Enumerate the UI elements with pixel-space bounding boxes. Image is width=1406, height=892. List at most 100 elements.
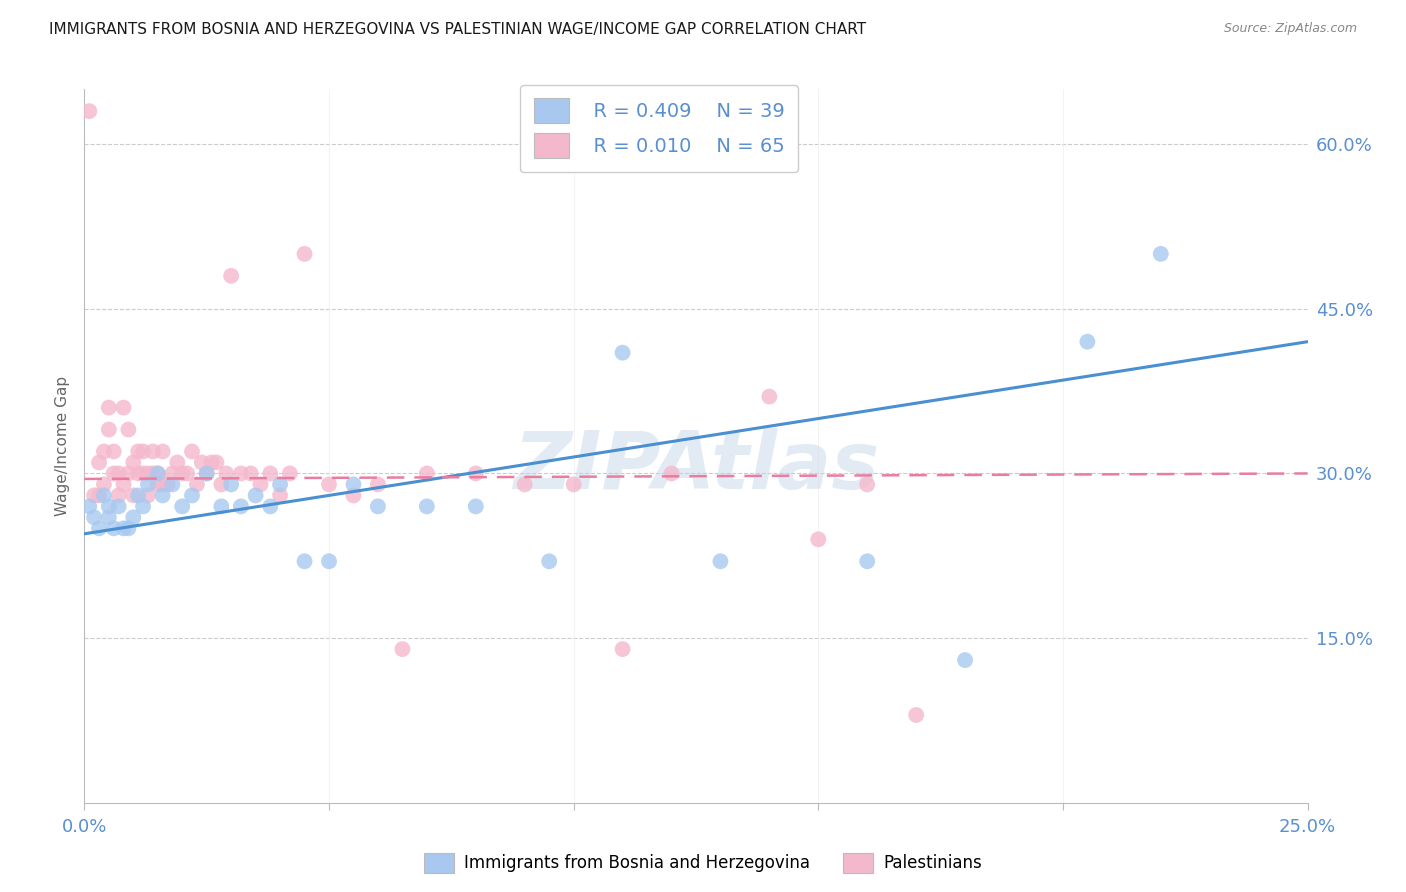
Point — [103, 467, 125, 481]
Point — [209, 477, 232, 491]
Point — [953, 653, 976, 667]
Point — [77, 104, 100, 119]
Point — [342, 488, 364, 502]
Point — [342, 477, 364, 491]
Point — [269, 477, 291, 491]
Point — [93, 488, 115, 502]
Point — [97, 510, 120, 524]
Point — [103, 444, 125, 458]
Point — [122, 455, 145, 469]
Point — [758, 390, 780, 404]
Point — [83, 510, 105, 524]
Point — [259, 500, 281, 514]
Point — [181, 488, 204, 502]
Point — [219, 477, 242, 491]
Point — [77, 500, 100, 514]
Text: IMMIGRANTS FROM BOSNIA AND HERZEGOVINA VS PALESTINIAN WAGE/INCOME GAP CORRELATIO: IMMIGRANTS FROM BOSNIA AND HERZEGOVINA V… — [49, 22, 866, 37]
Point — [122, 510, 145, 524]
Point — [152, 488, 174, 502]
Point — [166, 455, 188, 469]
Point — [112, 401, 135, 415]
Point — [162, 477, 184, 491]
Point — [181, 444, 204, 458]
Point — [269, 488, 291, 502]
Point — [294, 247, 316, 261]
Point — [259, 467, 281, 481]
Point — [367, 500, 389, 514]
Point — [142, 444, 165, 458]
Point — [132, 444, 155, 458]
Point — [127, 444, 149, 458]
Point — [200, 455, 222, 469]
Point — [87, 488, 110, 502]
Point — [142, 467, 165, 481]
Point — [562, 477, 585, 491]
Point — [856, 554, 879, 568]
Point — [249, 477, 271, 491]
Point — [97, 423, 120, 437]
Point — [107, 488, 129, 502]
Point — [1076, 334, 1098, 349]
Text: ZIPAtlas: ZIPAtlas — [513, 428, 879, 507]
Point — [97, 401, 120, 415]
Point — [117, 467, 139, 481]
Point — [132, 467, 155, 481]
Point — [215, 467, 238, 481]
Point — [162, 467, 184, 481]
Point — [156, 477, 179, 491]
Legend:   R = 0.409    N = 39,   R = 0.010    N = 65: R = 0.409 N = 39, R = 0.010 N = 65 — [520, 85, 799, 171]
Point — [367, 477, 389, 491]
Point — [318, 477, 340, 491]
Legend: Immigrants from Bosnia and Herzegovina, Palestinians: Immigrants from Bosnia and Herzegovina, … — [418, 847, 988, 880]
Point — [391, 642, 413, 657]
Point — [146, 467, 169, 481]
Point — [186, 477, 208, 491]
Point — [239, 467, 262, 481]
Point — [905, 708, 928, 723]
Point — [464, 467, 486, 481]
Point — [117, 423, 139, 437]
Point — [127, 467, 149, 481]
Point — [294, 554, 316, 568]
Point — [152, 444, 174, 458]
Point — [97, 500, 120, 514]
Point — [136, 477, 159, 491]
Point — [176, 467, 198, 481]
Text: Source: ZipAtlas.com: Source: ZipAtlas.com — [1223, 22, 1357, 36]
Y-axis label: Wage/Income Gap: Wage/Income Gap — [55, 376, 70, 516]
Point — [464, 500, 486, 514]
Point — [612, 345, 634, 359]
Point — [87, 455, 110, 469]
Point — [856, 477, 879, 491]
Point — [83, 488, 105, 502]
Point — [117, 521, 139, 535]
Point — [87, 521, 110, 535]
Point — [93, 444, 115, 458]
Point — [1150, 247, 1173, 261]
Point — [152, 477, 174, 491]
Point — [219, 268, 242, 283]
Point — [245, 488, 267, 502]
Point — [513, 477, 536, 491]
Point — [112, 477, 135, 491]
Point — [278, 467, 301, 481]
Point — [318, 554, 340, 568]
Point — [612, 642, 634, 657]
Point — [122, 488, 145, 502]
Point — [136, 488, 159, 502]
Point — [172, 467, 194, 481]
Point — [146, 477, 169, 491]
Point — [127, 488, 149, 502]
Point — [538, 554, 561, 568]
Point — [146, 467, 169, 481]
Point — [195, 467, 218, 481]
Point — [107, 500, 129, 514]
Point — [205, 455, 228, 469]
Point — [416, 500, 439, 514]
Point — [93, 477, 115, 491]
Point — [709, 554, 731, 568]
Point — [416, 467, 439, 481]
Point — [229, 500, 252, 514]
Point — [172, 500, 194, 514]
Point — [132, 500, 155, 514]
